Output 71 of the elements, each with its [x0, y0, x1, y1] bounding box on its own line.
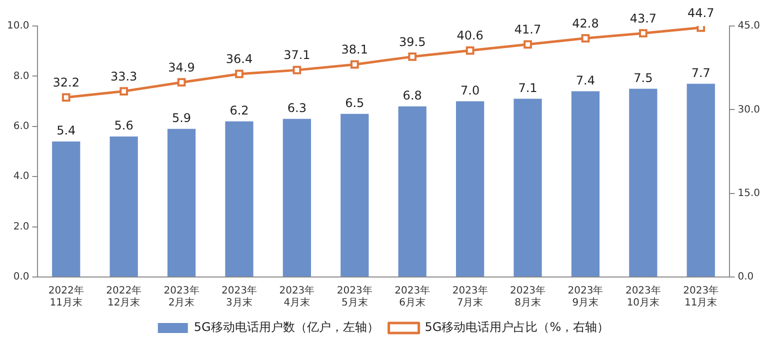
data-label: 5.9 [172, 111, 192, 126]
data-label: 33.3 [110, 69, 138, 84]
bar [514, 98, 542, 276]
bar [629, 88, 658, 276]
data-label: 36.4 [226, 52, 253, 66]
point [408, 52, 417, 61]
data-label: 7.4 [576, 73, 596, 88]
bar [167, 128, 196, 276]
data-label: 43.7 [630, 11, 657, 26]
bar [52, 141, 80, 276]
data-label: 34.9 [168, 60, 195, 74]
y-tick-label: 6.0 [13, 120, 30, 132]
data-label: 44.7 [688, 6, 714, 20]
data-label: 5.6 [114, 118, 134, 133]
x-tick-label: 2023年4月末 [279, 284, 315, 309]
data-label: 7.0 [460, 83, 480, 98]
point [638, 29, 648, 38]
data-label: 7.7 [691, 66, 710, 80]
y-tick-label: 0.0 [13, 272, 30, 283]
data-label: 6.8 [402, 88, 422, 102]
y-tick-label: 10.0 [7, 20, 30, 32]
legend-label: 5G移动电话用户数（亿户，左轴） [194, 320, 379, 334]
data-label: 41.7 [514, 22, 542, 37]
y2-tick-label: 15.0 [738, 188, 760, 199]
bar [110, 136, 138, 276]
point [292, 66, 302, 74]
bar [340, 114, 369, 276]
legend-label: 5G移动电话用户占比（%，右轴） [424, 320, 610, 334]
data-label: 40.6 [456, 28, 484, 43]
x-tick-label: 2023年9月末 [568, 284, 604, 309]
bar [456, 101, 484, 276]
bar [398, 106, 426, 276]
y2-tick-label: 0.0 [738, 272, 754, 283]
x-tick-label: 2023年6月末 [394, 284, 430, 309]
x-tick-label: 2023年11月末 [683, 284, 719, 309]
point [235, 70, 244, 78]
bar [686, 84, 715, 276]
point [62, 93, 70, 102]
x-tick-label: 2023年8月末 [510, 284, 546, 309]
point [120, 87, 128, 96]
point [350, 60, 359, 69]
bar [571, 91, 600, 276]
point [177, 78, 186, 87]
data-label: 6.3 [287, 100, 306, 115]
x-tick-label: 2023年5月末 [336, 284, 372, 309]
x-tick-label: 2023年10月末 [625, 284, 661, 309]
point [466, 46, 474, 55]
point [581, 34, 590, 42]
point [524, 40, 532, 49]
y-tick-label: 2.0 [13, 221, 30, 232]
data-label: 6.5 [345, 96, 364, 110]
data-label: 5.4 [56, 124, 76, 138]
data-label: 6.2 [230, 104, 249, 118]
data-label: 7.1 [518, 80, 538, 95]
y-tick-label: 4.0 [13, 171, 30, 182]
data-label: 39.5 [398, 34, 426, 49]
x-tick-label: 2023年2月末 [164, 284, 200, 309]
bar [225, 121, 254, 276]
y-tick-label: 8.0 [13, 70, 30, 82]
data-label: 7.5 [634, 70, 653, 85]
x-tick-label: 2023年7月末 [452, 284, 488, 309]
data-label: 42.8 [572, 16, 599, 30]
data-label: 38.1 [341, 42, 368, 57]
data-label: 32.2 [52, 76, 80, 90]
x-tick-label: 2023年3月末 [222, 284, 257, 309]
x-tick-label: 2022年11月末 [48, 284, 84, 309]
data-label: 37.1 [284, 48, 310, 62]
y2-tick-label: 30.0 [738, 104, 760, 116]
x-tick-label: 2022年12月末 [106, 284, 142, 309]
bar [282, 118, 312, 276]
y2-tick-label: 45.0 [738, 20, 760, 32]
